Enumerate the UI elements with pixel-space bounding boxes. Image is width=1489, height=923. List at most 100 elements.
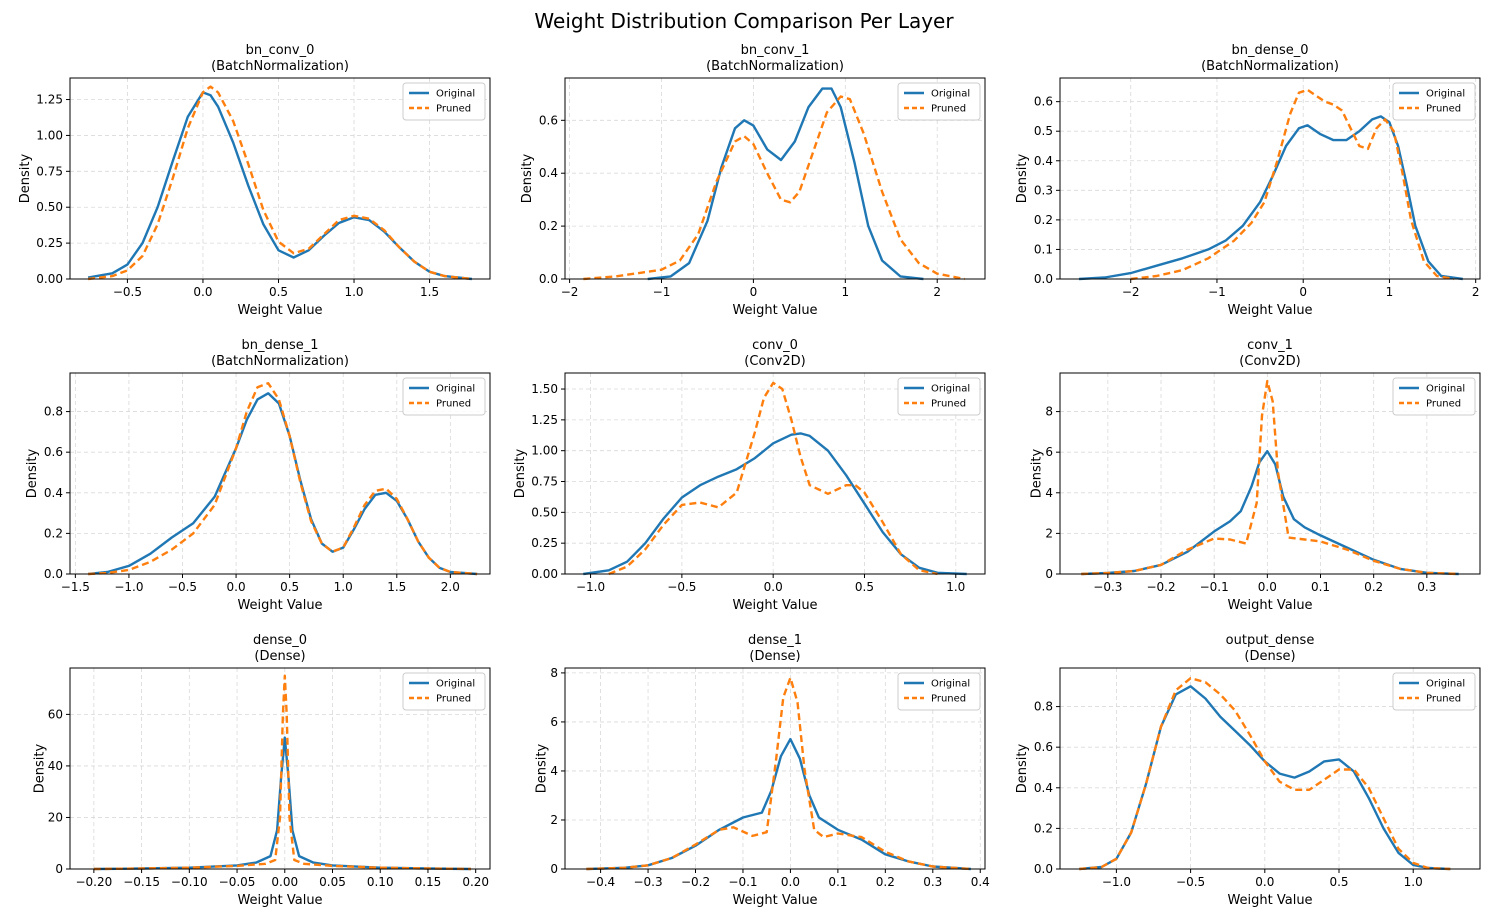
y-tick-label: 0.8 [44, 405, 63, 419]
series-line-original [93, 736, 471, 871]
legend-label-pruned: Pruned [931, 694, 966, 705]
x-tick-label: 0.10 [367, 875, 394, 889]
y-tick-label: 0 [1045, 567, 1053, 581]
subplot-title: bn_dense_1 [241, 338, 318, 353]
y-tick-label: 60 [48, 707, 63, 721]
y-tick-label: 0 [550, 862, 558, 876]
x-tick-label: −0.3 [633, 875, 662, 889]
x-tick-label: −0.4 [586, 875, 615, 889]
y-tick-label: 0.4 [1034, 781, 1053, 795]
legend-label-pruned: Pruned [931, 104, 966, 115]
figure-title: Weight Distribution Comparison Per Layer [534, 9, 954, 33]
legend-label-original: Original [1426, 679, 1465, 690]
series-line-pruned [88, 382, 478, 576]
y-tick-label: 0.00 [531, 567, 558, 581]
x-tick-label: 1.0 [344, 285, 363, 299]
x-tick-label: 1 [1386, 285, 1394, 299]
subplot-subtitle: (BatchNormalization) [211, 59, 349, 74]
x-tick-label: −0.15 [123, 875, 160, 889]
x-tick-label: 0 [1299, 285, 1307, 299]
x-tick-label: −1.0 [576, 580, 605, 594]
legend-label-pruned: Pruned [1426, 694, 1461, 705]
y-tick-label: 1.00 [36, 128, 63, 142]
x-tick-label: −0.20 [75, 875, 112, 889]
x-tick-label: −1 [653, 285, 671, 299]
series-line-pruned [93, 674, 471, 871]
subplot-title: conv_1 [1247, 338, 1293, 353]
x-tick-label: 0.1 [1311, 580, 1330, 594]
x-tick-label: −0.10 [171, 875, 208, 889]
legend-label-pruned: Pruned [436, 399, 471, 410]
x-tick-label: 1 [841, 285, 849, 299]
y-tick-label: 0.2 [1034, 213, 1053, 227]
y-tick-label: 8 [1045, 405, 1053, 419]
x-tick-label: 0.5 [280, 580, 299, 594]
x-axis-label: Weight Value [1227, 893, 1312, 908]
legend-label-original: Original [436, 384, 475, 395]
y-axis-label: Density [18, 153, 33, 203]
legend: Original Pruned [402, 377, 486, 416]
y-tick-label: 0.0 [1034, 272, 1053, 286]
series-line-pruned [1079, 677, 1451, 871]
axes-frame [564, 77, 986, 280]
x-tick-label: 2.0 [441, 580, 460, 594]
x-tick-label: −0.5 [1176, 875, 1205, 889]
subplot-bn-dense-1: bn_dense_1(BatchNormalization) −1.5 −1.0 −0… [25, 338, 491, 613]
series-line-pruned [608, 381, 938, 576]
x-tick-label: −2 [1122, 285, 1140, 299]
series-line-original [647, 87, 924, 281]
legend-label-pruned: Pruned [931, 399, 966, 410]
y-tick-label: 0.6 [1034, 740, 1053, 754]
axes-frame [1059, 667, 1481, 870]
legend: Original Pruned [897, 82, 981, 121]
x-tick-label: 0.2 [1364, 580, 1383, 594]
y-tick-label: 40 [48, 759, 63, 773]
y-tick-label: 0 [55, 862, 63, 876]
y-tick-label: 1.00 [531, 444, 558, 458]
axes-frame [69, 667, 491, 870]
x-axis-label: Weight Value [237, 303, 322, 318]
y-tick-label: 0.2 [1034, 821, 1053, 835]
y-tick-label: 0.3 [1034, 183, 1053, 197]
y-tick-label: 1.50 [531, 382, 558, 396]
x-tick-label: −0.05 [219, 875, 256, 889]
y-tick-label: 0.50 [36, 200, 63, 214]
x-tick-label: −0.5 [168, 580, 197, 594]
legend-label-original: Original [931, 384, 970, 395]
x-tick-label: −1.0 [114, 580, 143, 594]
y-tick-label: 4 [550, 764, 558, 778]
x-tick-label: 0.3 [923, 875, 942, 889]
y-axis-label: Density [535, 743, 550, 793]
y-tick-label: 0.00 [36, 272, 63, 286]
legend-label-original: Original [1426, 89, 1465, 100]
x-tick-label: 0.2 [876, 875, 895, 889]
series-line-original [1078, 115, 1463, 281]
axes-frame [1059, 77, 1481, 280]
y-tick-label: 4 [1045, 486, 1053, 500]
y-tick-label: 0.4 [539, 166, 558, 180]
y-tick-label: 0.2 [44, 526, 63, 540]
subplot-title: dense_1 [748, 633, 802, 648]
series-line-pruned [583, 95, 966, 281]
x-tick-label: −1.0 [1102, 875, 1131, 889]
x-tick-label: 1.5 [387, 580, 406, 594]
legend-label-original: Original [1426, 384, 1465, 395]
x-tick-label: 0.1 [828, 875, 847, 889]
legend: Original Pruned [402, 672, 486, 711]
y-tick-label: 1.25 [36, 93, 63, 107]
series-line-original [586, 737, 971, 871]
subplot-dense-1: dense_1(Dense) −0.4 −0.3 −0.2 −0.1 0.0 0.1 0.2 0… [535, 633, 990, 908]
subplot-subtitle: (Conv2D) [1239, 354, 1300, 369]
axes-frame [564, 372, 986, 575]
y-tick-label: 0.75 [36, 164, 63, 178]
y-tick-label: 0.6 [1034, 95, 1053, 109]
x-tick-label: 0.0 [227, 580, 246, 594]
subplot-grid: bn_conv_0(BatchNormalization) −0.5 0.0 0.5 1… [18, 43, 1481, 908]
x-tick-label: 0.20 [462, 875, 489, 889]
subplot-subtitle: (Dense) [1244, 649, 1295, 664]
legend: Original Pruned [897, 377, 981, 416]
y-tick-label: 0.0 [1034, 862, 1053, 876]
subplot-title: bn_conv_0 [246, 43, 315, 58]
y-tick-label: 0.50 [531, 505, 558, 519]
y-tick-label: 6 [1045, 445, 1053, 459]
